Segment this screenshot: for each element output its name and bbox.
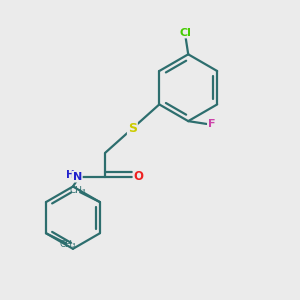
Text: O: O bbox=[134, 170, 144, 183]
Text: Cl: Cl bbox=[179, 28, 191, 38]
Text: S: S bbox=[128, 122, 137, 135]
Text: N: N bbox=[73, 172, 82, 182]
Text: CH₃: CH₃ bbox=[60, 240, 76, 249]
Text: F: F bbox=[208, 119, 215, 129]
Text: H: H bbox=[66, 170, 74, 180]
Text: CH₃: CH₃ bbox=[70, 186, 86, 195]
